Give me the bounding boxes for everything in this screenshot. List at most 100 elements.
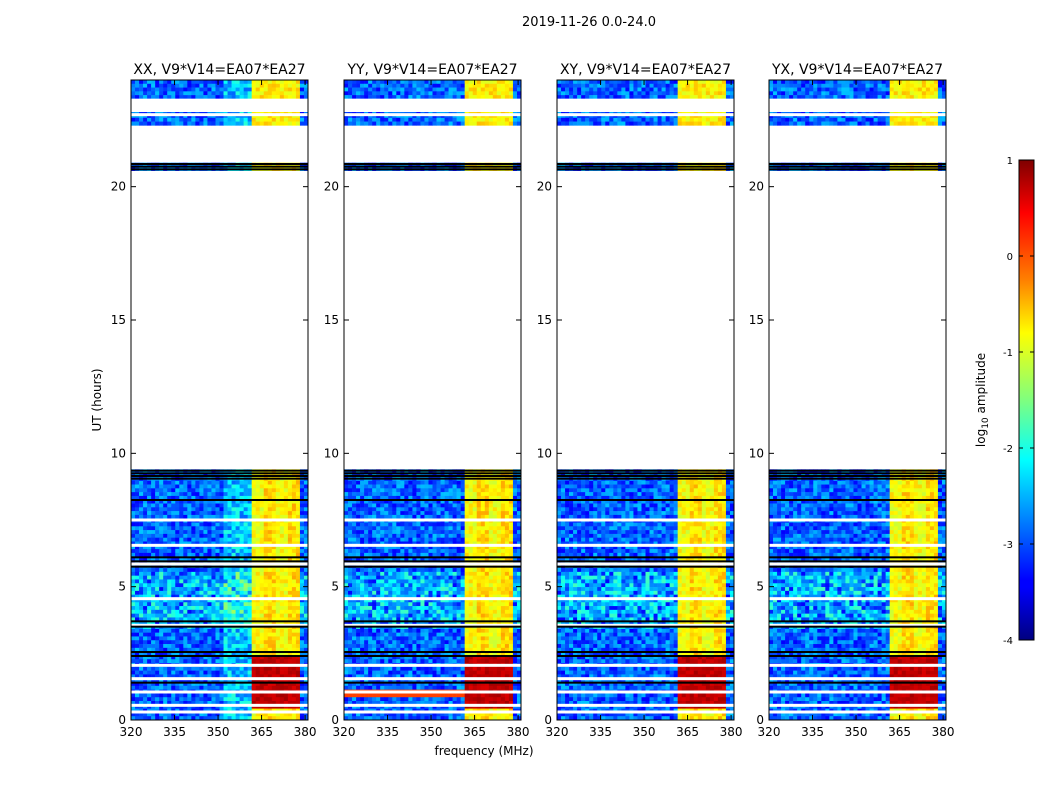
heatmap-cell (195, 647, 200, 652)
heatmap-cell (283, 541, 289, 546)
heatmap-cell (380, 503, 385, 508)
heatmap-cell (364, 484, 369, 489)
heatmap-cell (263, 678, 269, 683)
heatmap-cell (211, 575, 216, 580)
heatmap-cell (496, 575, 502, 580)
heatmap-cell (279, 503, 285, 508)
heatmap-cell (251, 712, 256, 717)
heatmap-cell (480, 587, 486, 592)
heatmap-cell (287, 594, 293, 599)
heatmap-cell (279, 655, 285, 660)
heatmap-cell (163, 598, 168, 603)
heatmap-cell (223, 511, 228, 516)
heatmap-cell (227, 495, 232, 501)
heatmap-cell (432, 579, 437, 584)
heatmap-cell (199, 640, 204, 645)
heatmap-cell (147, 545, 152, 550)
heatmap-cell (416, 492, 421, 497)
heatmap-cell (488, 499, 494, 504)
heatmap-cell (444, 579, 449, 584)
heatmap-cell (432, 484, 437, 489)
heatmap-cell (135, 514, 140, 520)
heatmap-cell (227, 575, 232, 580)
heatmap-cell (380, 499, 385, 504)
heatmap-cell (251, 121, 256, 126)
heatmap-cell (344, 514, 349, 520)
heatmap-cell (163, 594, 168, 599)
heatmap-cell (195, 670, 200, 675)
heatmap-cell (440, 530, 445, 535)
flagged-block (131, 98, 308, 112)
heatmap-cell (187, 480, 192, 485)
heatmap-cell (191, 526, 196, 531)
heatmap-cell (500, 575, 506, 580)
heatmap-cell (191, 613, 196, 618)
heatmap-cell (428, 484, 433, 489)
heatmap-cell (139, 556, 144, 561)
heatmap-cell (231, 606, 236, 611)
heatmap-cell (303, 480, 309, 485)
heatmap-cell (444, 571, 449, 576)
heatmap-cell (484, 575, 490, 580)
heatmap-cell (448, 587, 453, 592)
heatmap-cell (356, 575, 361, 580)
x-tick-label: 335 (163, 725, 186, 739)
heatmap-cell (139, 511, 144, 516)
heatmap-cell (167, 95, 172, 100)
heatmap-cell (187, 594, 192, 599)
heatmap-cell (251, 697, 256, 702)
heatmap-cell (195, 682, 200, 687)
heatmap-cell (472, 552, 478, 557)
heatmap-cell (243, 678, 248, 683)
heatmap-cell (516, 541, 522, 546)
heatmap-cell (279, 613, 285, 618)
heatmap-cell (420, 480, 425, 485)
heatmap-cell (424, 537, 429, 542)
heatmap-cell (295, 628, 301, 633)
heatmap-cell (175, 685, 180, 690)
heatmap-cell (384, 488, 389, 493)
heatmap-cell (488, 488, 494, 493)
heatmap-cell (279, 628, 285, 633)
heatmap-cell (171, 628, 176, 633)
heatmap-cell (364, 492, 369, 497)
heatmap-cell (452, 541, 457, 546)
heatmap-cell (287, 484, 293, 489)
heatmap-cell (243, 628, 248, 633)
heatmap-cell (147, 587, 152, 592)
heatmap-cell (255, 693, 261, 698)
heatmap-cell (452, 556, 457, 561)
heatmap-cell (299, 659, 305, 664)
heatmap-cell (356, 533, 361, 538)
heatmap-cell (131, 628, 136, 633)
heatmap-cell (235, 533, 240, 538)
heatmap-cell (171, 640, 176, 645)
heatmap-cell (131, 571, 136, 576)
heatmap-cell (223, 492, 228, 497)
flagged-row (131, 562, 308, 566)
heatmap-cell (295, 541, 301, 546)
heatmap-cell (263, 511, 269, 516)
heatmap-cell (143, 609, 148, 614)
heatmap-cell (235, 651, 240, 656)
heatmap-cell (496, 480, 502, 485)
heatmap-cell (480, 526, 486, 531)
heatmap-cell (135, 533, 140, 538)
heatmap-cell (344, 495, 349, 501)
heatmap-cell (187, 632, 192, 637)
heatmap-cell (131, 80, 136, 85)
heatmap-cell (259, 606, 265, 611)
y-tick-label: 5 (118, 580, 126, 594)
heatmap-cell (444, 522, 449, 527)
heatmap-cell (187, 522, 192, 527)
heatmap-cell (207, 636, 212, 641)
heatmap-cell (227, 617, 232, 622)
heatmap-cell (191, 80, 196, 85)
heatmap-cell (271, 549, 277, 554)
heatmap-cell (303, 545, 309, 550)
heatmap-cell (183, 488, 188, 493)
heatmap-cell (400, 556, 405, 561)
heatmap-cell (159, 556, 164, 561)
heatmap-cell (187, 613, 192, 618)
heatmap-cell (364, 545, 369, 550)
